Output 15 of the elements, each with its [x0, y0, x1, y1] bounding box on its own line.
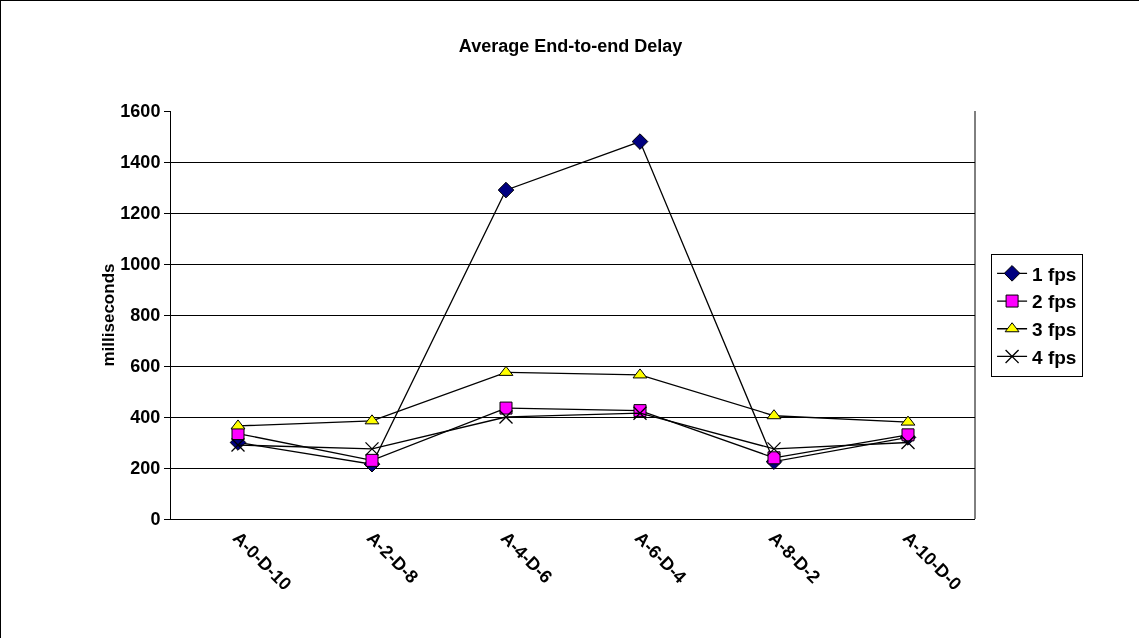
legend-label: 4 fps — [1032, 346, 1077, 368]
y-tick-label: 1400 — [120, 152, 161, 173]
legend-label: 2 fps — [1032, 291, 1077, 313]
legend-label: 3 fps — [1032, 319, 1077, 341]
y-tick-label: 600 — [130, 356, 161, 377]
y-tick-label: 800 — [130, 305, 161, 326]
y-tick-label: 0 — [150, 509, 161, 530]
y-tick-label: 1600 — [120, 101, 161, 122]
y-tick-label: 200 — [130, 458, 161, 479]
y-tick-label: 1000 — [120, 254, 161, 275]
y-axis-title: milliseconds — [99, 263, 119, 367]
chart-title: Average End-to-end Delay — [458, 35, 683, 56]
y-tick-label: 1200 — [120, 203, 161, 224]
y-tick-label: 400 — [130, 407, 161, 428]
legend-label: 1 fps — [1032, 263, 1077, 285]
